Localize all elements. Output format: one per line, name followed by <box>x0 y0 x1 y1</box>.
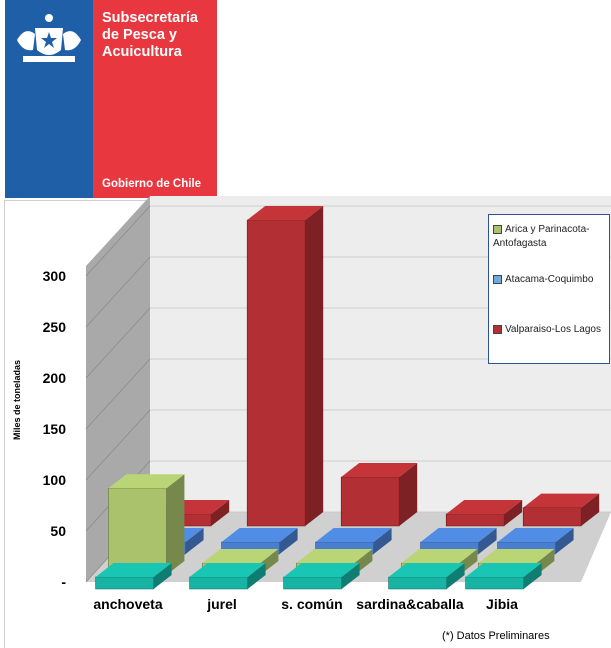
bar-top <box>95 563 172 577</box>
bar-front <box>445 513 505 527</box>
bar-side <box>341 563 360 589</box>
legend-label: Atacama-Coquimbo <box>505 274 594 285</box>
legend-swatch <box>493 224 502 234</box>
bar-side <box>446 563 465 589</box>
y-axis-label: Miles de toneladas <box>12 360 22 440</box>
bar-top <box>465 563 542 577</box>
bar-top <box>497 528 574 542</box>
bar-front <box>246 219 306 527</box>
bar-side <box>399 463 418 526</box>
y-tick-label: 100 <box>43 472 67 488</box>
x-category-label: sardina&caballa <box>356 596 464 612</box>
bar-top <box>202 549 279 563</box>
y-tick-label: 50 <box>50 523 66 539</box>
y-tick-label: - <box>61 574 66 590</box>
logo-text: Subsecretaría de Pesca y Acuicultura <box>102 10 198 61</box>
footnote: (*) Datos Preliminares <box>442 630 550 642</box>
logo: Subsecretaría de Pesca y Acuicultura Gob… <box>5 0 217 198</box>
gridline-side <box>85 256 151 328</box>
x-category-label: Jibia <box>486 596 518 612</box>
logo-line-1: Subsecretaría <box>102 10 198 26</box>
logo-red-panel <box>93 0 217 198</box>
y-tick-label: 300 <box>43 268 67 284</box>
x-category-label: s. común <box>281 596 342 612</box>
bar-top <box>401 549 478 563</box>
bar-top <box>446 500 523 514</box>
bar-front <box>283 576 342 590</box>
bar-side <box>581 493 600 526</box>
legend-item-atacama: Atacama-Coquimbo <box>493 273 593 287</box>
legend-swatch <box>493 324 502 334</box>
bar-top <box>189 563 266 577</box>
legend-swatch <box>493 274 502 284</box>
bar-top <box>315 528 392 542</box>
bar-top <box>247 206 324 220</box>
bar-front <box>388 576 447 590</box>
bar-front <box>340 476 400 527</box>
bar-top <box>420 528 497 542</box>
y-tick-label: 200 <box>43 370 67 386</box>
gridline-side <box>85 409 151 481</box>
gridline-side <box>85 358 151 430</box>
bar-front <box>465 576 524 590</box>
bar-front <box>95 576 154 590</box>
y-tick-label: 250 <box>43 319 67 335</box>
logo-line-3: Acuicultura <box>102 44 182 60</box>
legend-label: Arica y Parinacota- <box>505 224 590 235</box>
bar-top <box>221 528 298 542</box>
legend-label-cont: Antofagasta <box>493 238 547 249</box>
chart-legend: Arica y Parinacota- Antofagasta Atacama-… <box>488 214 610 364</box>
coat-of-arms-icon <box>17 14 81 62</box>
bar-side <box>279 528 298 554</box>
bar-top <box>108 474 185 489</box>
bar-front <box>522 507 582 527</box>
bar-top <box>296 549 373 563</box>
bar-front <box>189 576 248 590</box>
y-tick-label: 150 <box>43 421 67 437</box>
x-category-label: anchoveta <box>93 596 162 612</box>
bar-top <box>388 563 465 577</box>
bar-top <box>341 463 418 478</box>
bar-side <box>247 563 266 589</box>
bar-side <box>373 528 392 554</box>
bar-side <box>185 528 204 554</box>
logo-footer: Gobierno de Chile <box>102 178 202 190</box>
bar-side <box>211 500 230 526</box>
bar-side <box>305 206 324 526</box>
gridline-side <box>85 307 151 379</box>
legend-item-arica: Arica y Parinacota- Antofagasta <box>493 223 589 251</box>
bar-top <box>523 493 600 508</box>
legend-label: Valparaiso-Los Lagos <box>505 324 601 335</box>
bar-side <box>504 500 523 526</box>
bar-side <box>555 528 574 554</box>
bar-front <box>108 487 167 576</box>
logo-line-2: de Pesca y <box>102 27 177 43</box>
bar-side <box>523 563 542 589</box>
gridline-side <box>85 205 151 277</box>
x-category-label: jurel <box>206 596 237 612</box>
bar-side <box>153 563 172 589</box>
legend-item-valparaiso: Valparaiso-Los Lagos <box>493 323 601 337</box>
bar-top <box>478 549 555 563</box>
bar-side <box>166 474 185 575</box>
bar-side <box>478 528 497 554</box>
bar-top <box>283 563 360 577</box>
